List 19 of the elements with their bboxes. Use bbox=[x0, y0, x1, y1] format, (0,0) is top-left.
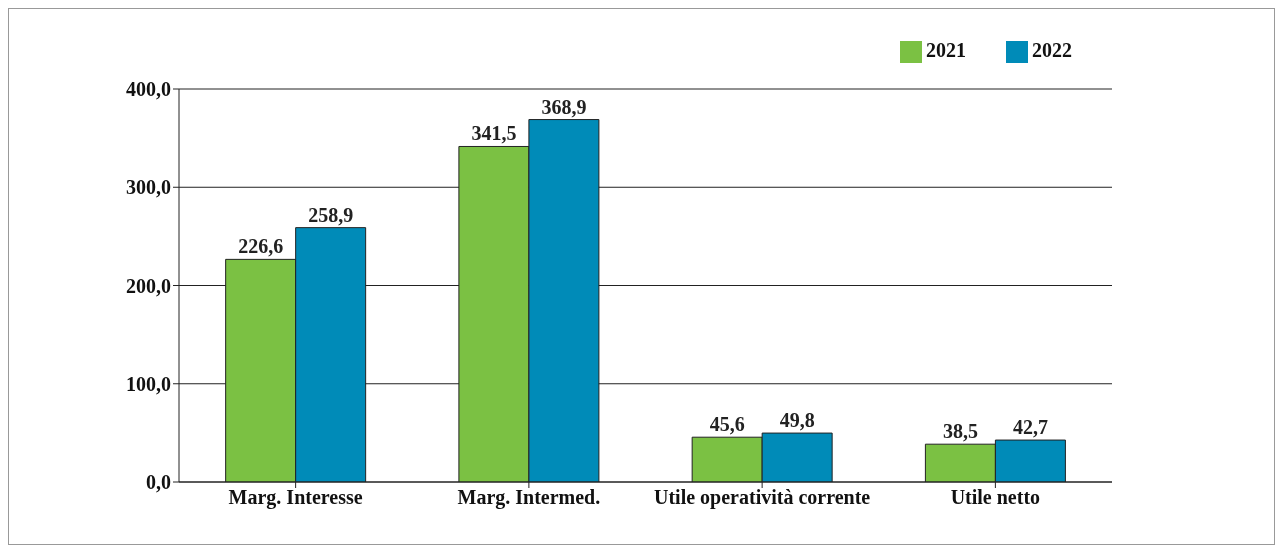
y-tick-label: 300,0 bbox=[126, 176, 171, 199]
data-label: 341,5 bbox=[471, 122, 517, 145]
x-tick-label: Utile netto bbox=[950, 486, 1041, 509]
legend-label: 2021 bbox=[926, 39, 966, 61]
x-tick-label: Marg. Intermed. bbox=[457, 486, 601, 510]
data-label: 226,6 bbox=[238, 235, 284, 258]
data-label: 38,5 bbox=[942, 420, 978, 443]
y-tick-label: 0,0 bbox=[146, 471, 171, 494]
y-tick-label: 200,0 bbox=[126, 274, 171, 297]
data-label: 42,7 bbox=[1012, 416, 1048, 439]
x-tick-label: Marg. Interesse bbox=[228, 486, 363, 510]
y-tick-label: 400,0 bbox=[126, 78, 171, 101]
legend-label: 2022 bbox=[1032, 39, 1072, 61]
data-label: 258,9 bbox=[308, 203, 354, 226]
x-tick-label: Utile operatività corrente bbox=[654, 486, 871, 510]
data-label: 45,6 bbox=[709, 413, 745, 436]
y-tick-label: 100,0 bbox=[126, 372, 171, 395]
data-label: 49,8 bbox=[779, 409, 815, 432]
data-label: 368,9 bbox=[541, 95, 587, 118]
